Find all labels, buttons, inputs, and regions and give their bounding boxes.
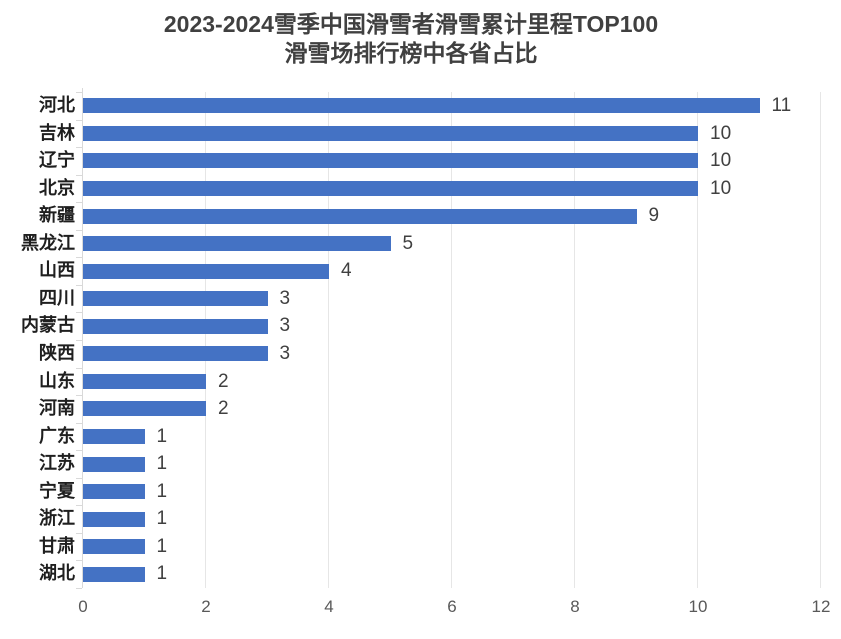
x-tick-label: 12 — [811, 597, 831, 616]
value-label: 11 — [771, 95, 792, 116]
y-axis-tick — [76, 395, 82, 397]
value-label: 10 — [710, 177, 732, 199]
y-axis-line — [82, 88, 83, 588]
chart-title: 2023-2024雪季中国滑雪者滑雪累计里程TOP100 滑雪场排行榜中各省占比 — [0, 10, 822, 68]
bar — [83, 180, 698, 196]
bar — [83, 566, 145, 582]
value-label: 1 — [156, 480, 168, 502]
bar — [83, 428, 145, 444]
y-axis-tick — [76, 119, 82, 121]
chart-title-line1: 2023-2024雪季中国滑雪者滑雪累计里程TOP100 — [163, 11, 659, 37]
x-tick-label: 6 — [447, 597, 457, 616]
value-label: 1 — [156, 535, 168, 557]
value-label: 1 — [156, 453, 168, 475]
category-label: 北京 — [39, 177, 75, 198]
value-label: 5 — [402, 232, 414, 254]
category-label: 江苏 — [39, 453, 75, 474]
category-label: 新疆 — [39, 205, 75, 226]
category-label: 四川 — [39, 287, 75, 308]
value-label: 9 — [648, 205, 660, 227]
y-axis-tick — [76, 477, 82, 479]
y-axis-tick — [76, 367, 82, 369]
value-label: 3 — [279, 343, 291, 364]
x-tick-label: 2 — [201, 597, 211, 616]
bar — [83, 318, 268, 334]
y-axis-tick — [76, 229, 82, 231]
x-tick-label: 10 — [688, 597, 708, 616]
category-label: 山东 — [39, 370, 75, 391]
y-axis-tick — [76, 147, 82, 149]
x-tick-label: 0 — [78, 597, 88, 616]
value-label: 2 — [218, 398, 229, 420]
bar — [83, 153, 698, 169]
category-label: 黑龙江 — [21, 232, 75, 253]
bar — [83, 484, 145, 500]
gridline — [820, 92, 821, 588]
bar — [83, 539, 145, 555]
y-axis-tick — [76, 588, 82, 589]
category-label: 河北 — [39, 95, 75, 115]
y-axis-tick — [76, 560, 82, 562]
category-label: 宁夏 — [39, 480, 75, 501]
value-label: 3 — [279, 287, 291, 309]
category-label: 湖北 — [39, 563, 75, 584]
y-axis-tick — [76, 284, 82, 286]
bar — [83, 373, 206, 389]
bar — [83, 511, 145, 527]
bar — [83, 125, 698, 141]
value-label: 3 — [279, 315, 291, 337]
value-label: 2 — [218, 370, 229, 392]
x-tick-label: 8 — [570, 597, 580, 616]
y-axis-tick — [76, 202, 82, 204]
y-axis-tick — [76, 92, 82, 93]
value-label: 10 — [710, 122, 732, 144]
value-label: 1 — [156, 508, 168, 530]
value-label: 10 — [710, 150, 732, 172]
y-axis-tick — [76, 312, 82, 314]
bar — [83, 291, 268, 307]
gridline — [697, 92, 698, 588]
value-label: 1 — [156, 425, 168, 447]
y-axis-tick — [76, 257, 82, 259]
gridline — [574, 92, 575, 588]
category-label: 甘肃 — [39, 535, 75, 556]
bar — [83, 456, 145, 472]
value-label: 4 — [341, 260, 352, 282]
bar — [83, 98, 760, 114]
bar — [83, 401, 206, 417]
category-label: 河南 — [39, 398, 75, 419]
y-axis-tick — [76, 340, 82, 341]
y-axis-tick — [76, 422, 82, 424]
category-label: 山西 — [39, 260, 75, 281]
bar — [83, 263, 329, 279]
category-label: 浙江 — [39, 508, 75, 529]
y-axis-tick — [76, 532, 82, 534]
y-axis-tick — [76, 505, 82, 507]
y-axis-tick — [76, 450, 82, 452]
bar — [83, 208, 637, 224]
gridline — [451, 92, 452, 588]
y-axis-tick — [76, 174, 82, 176]
category-label: 陕西 — [39, 343, 75, 363]
gridline — [328, 92, 329, 588]
bar — [83, 236, 391, 252]
value-label: 1 — [156, 563, 168, 585]
category-label: 内蒙古 — [21, 315, 75, 336]
category-label: 辽宁 — [39, 150, 75, 171]
bar — [83, 346, 268, 362]
gridline — [205, 92, 206, 588]
chart-title-line2: 滑雪场排行榜中各省占比 — [284, 40, 538, 66]
x-tick-label: 4 — [324, 597, 334, 616]
category-label: 广东 — [39, 425, 75, 446]
category-label: 吉林 — [39, 122, 75, 143]
